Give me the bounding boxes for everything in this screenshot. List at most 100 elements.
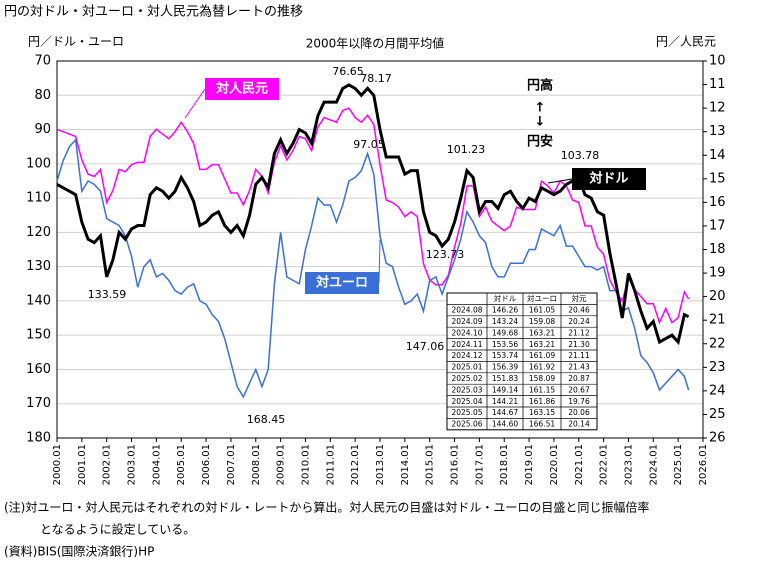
y2-tick-label: 19 xyxy=(709,266,726,281)
note: となるように設定している。 xyxy=(40,522,195,537)
y2-tick-label: 10 xyxy=(709,54,726,69)
y2-axis-label: 円／人民元 xyxy=(656,35,716,49)
y-tick-label: 70 xyxy=(34,54,51,69)
x-tick-label: 2017.01 xyxy=(474,444,485,485)
legend-box xyxy=(572,168,646,190)
table-text: 149.14 xyxy=(492,385,518,394)
y2-tick-label: 16 xyxy=(709,195,726,210)
x-tick-label: 2014.01 xyxy=(400,444,411,485)
data-table: 対ドル 対ユーロ 対元 2024.08 146.26 161.05 20.46 2024.09… xyxy=(446,292,598,431)
x-tick-label: 2006.01 xyxy=(201,444,212,485)
table-text: 153.56 xyxy=(492,340,518,349)
y2-tick-label: 20 xyxy=(709,289,726,304)
x-tick-label: 2024.01 xyxy=(648,444,659,485)
y2-tick-label: 22 xyxy=(709,336,726,351)
y2-tick-label: 25 xyxy=(709,407,726,422)
y2-tick-label: 14 xyxy=(709,148,726,163)
y2-tick-label: 13 xyxy=(709,124,726,139)
x-tick-label: 2002.01 xyxy=(102,444,113,485)
table-text: 2024.09 xyxy=(451,317,482,326)
table-text: 2024.08 xyxy=(451,306,482,315)
y-tick-label: 160 xyxy=(26,362,51,377)
y-axis-label: 円／ドル・ユーロ xyxy=(28,35,124,49)
x-tick-label: 2012.01 xyxy=(350,444,361,485)
y2-tick-label: 18 xyxy=(709,242,726,257)
annotation: 97.05 xyxy=(353,138,385,151)
legend-label: 対ドル xyxy=(588,171,628,187)
table-text: 161.92 xyxy=(529,363,555,372)
annotation: 168.45 xyxy=(247,413,286,426)
x-tick-label: 2023.01 xyxy=(623,444,634,485)
legend-label: 対ユーロ xyxy=(315,275,368,291)
table-text: 20.06 xyxy=(568,408,590,417)
y2-tick-label: 21 xyxy=(709,313,726,328)
y-tick-label: 150 xyxy=(26,328,51,343)
x-tick-label: 2009.01 xyxy=(276,444,287,485)
plot-frame xyxy=(56,60,704,439)
annotation: 101.23 xyxy=(447,143,486,156)
y-tick-label: 100 xyxy=(26,156,51,171)
table-text: 166.51 xyxy=(529,420,555,429)
annotation: 円高 xyxy=(527,78,553,94)
table-text: 156.39 xyxy=(492,363,518,372)
table-text: 20.87 xyxy=(568,374,590,383)
x-tick-label: 2001.01 xyxy=(77,444,88,485)
annotation: 78.17 xyxy=(360,72,392,85)
x-tick-label: 2021.01 xyxy=(574,444,585,485)
annotation: 133.59 xyxy=(88,288,127,301)
table-text: 対ユーロ xyxy=(527,293,557,303)
x-tick-label: 2005.01 xyxy=(176,444,187,485)
table-text: 158.09 xyxy=(529,374,555,383)
table-text: 2024.11 xyxy=(451,340,482,349)
series-line xyxy=(56,83,690,346)
table-text: 163.21 xyxy=(529,340,555,349)
table-text: 2024.12 xyxy=(451,351,482,360)
table-text: 2025.03 xyxy=(451,385,482,394)
table-text: 2025.05 xyxy=(451,408,482,417)
table-text: 2024.10 xyxy=(451,328,482,337)
x-tick-label: 2004.01 xyxy=(151,444,162,485)
table-text: 151.83 xyxy=(492,374,518,383)
table-text: 21.12 xyxy=(568,328,590,337)
y2-tick-label: 26 xyxy=(709,431,726,446)
table-text: 161.15 xyxy=(529,385,555,394)
table-text: 143.24 xyxy=(492,317,518,326)
y2-tick-label: 11 xyxy=(709,77,726,92)
annotation: ↓ xyxy=(535,115,546,130)
table-text: 20.67 xyxy=(568,385,590,394)
table-text: 161.86 xyxy=(529,397,555,406)
table-cell xyxy=(560,418,598,431)
y-tick-label: 140 xyxy=(26,293,51,308)
table-text: 2025.01 xyxy=(451,363,482,372)
table-text: 19.76 xyxy=(568,397,590,406)
x-tick-label: 2016.01 xyxy=(450,444,461,485)
annotation: ↑ xyxy=(535,101,546,116)
legend-label: 対人民元 xyxy=(215,81,268,97)
table-text: 対ドル xyxy=(494,293,517,303)
table-text: 2025.04 xyxy=(451,397,482,406)
series-line xyxy=(56,138,690,399)
y-tick-label: 170 xyxy=(26,396,51,411)
table-text: 161.09 xyxy=(529,351,555,360)
chart-subtitle: 2000年以降の月間平均値 xyxy=(306,36,445,51)
table-text: 20.24 xyxy=(568,317,590,326)
table-text: 153.74 xyxy=(492,351,518,360)
chart-title: 円の対ドル・対ユーロ・対人民元為替レートの推移 xyxy=(4,4,303,20)
x-tick-label: 2003.01 xyxy=(127,444,138,485)
x-tick-label: 2026.01 xyxy=(698,444,709,485)
table-text: 2025.02 xyxy=(451,374,482,383)
table-text: 対元 xyxy=(572,293,587,303)
table-text: 144.21 xyxy=(492,397,518,406)
y2-tick-label: 24 xyxy=(709,383,726,398)
table-text: 149.68 xyxy=(492,328,518,337)
y-tick-label: 120 xyxy=(26,225,51,240)
y-tick-label: 180 xyxy=(26,431,51,446)
series-line xyxy=(56,107,690,325)
table-text: 20.14 xyxy=(568,420,590,429)
y-tick-label: 130 xyxy=(26,259,51,274)
table-text: 20.46 xyxy=(568,306,590,315)
x-tick-label: 2020.01 xyxy=(549,444,560,485)
label-arrow xyxy=(547,178,573,184)
note: (注)対ユーロ・対人民元はそれぞれの対ドル・レートから算出。対人民元の目盛は対ド… xyxy=(4,500,649,515)
